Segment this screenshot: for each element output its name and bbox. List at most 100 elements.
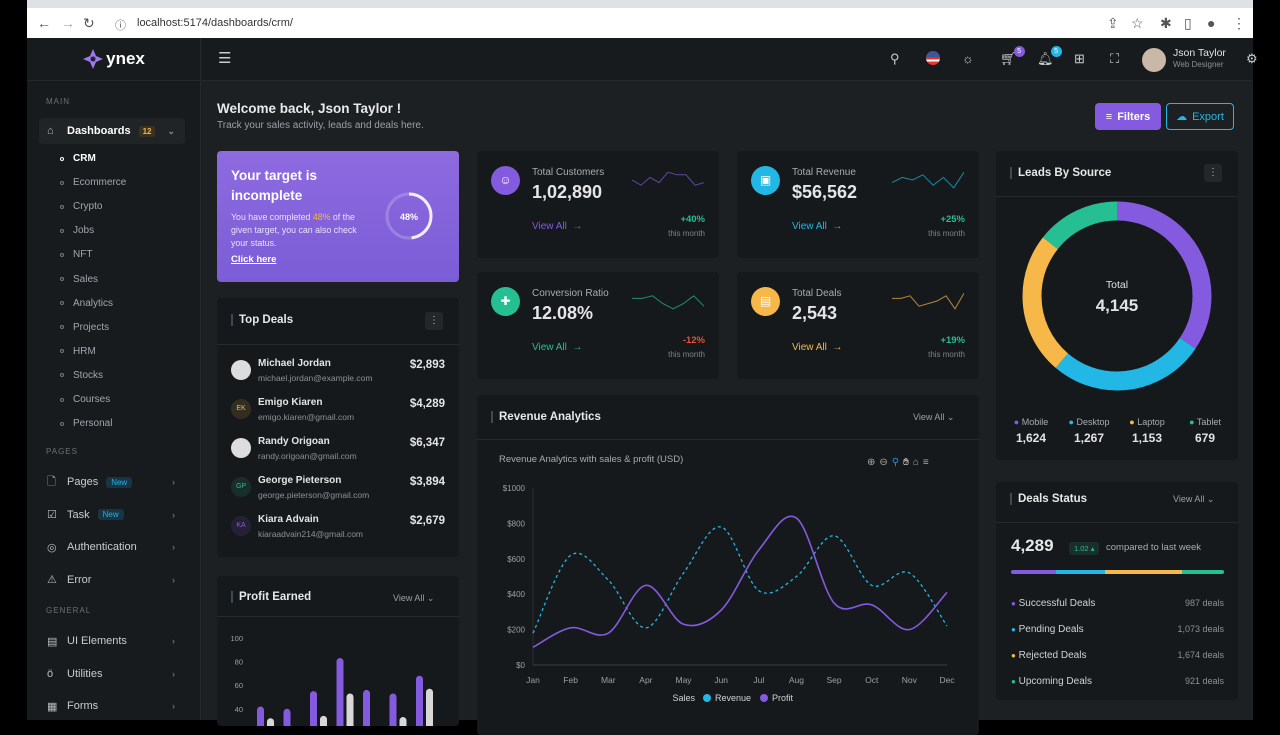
chevron-right-icon: › (172, 701, 175, 711)
stat-period: this month (668, 229, 705, 238)
revenue-view-all-dropdown[interactable]: View All ⌄ (913, 412, 955, 422)
sidebar-subitem-analytics[interactable]: Analytics (60, 298, 113, 309)
chart-menu-icon[interactable]: ≡ (922, 457, 933, 468)
view-all-link[interactable]: View All → (532, 221, 583, 232)
view-all-link[interactable]: View All → (792, 342, 843, 353)
stat-label: Total Customers (532, 167, 605, 178)
stat-change: +19% (940, 335, 965, 346)
pan-hand-icon[interactable]: ✋︎ (903, 457, 913, 468)
bullet-icon (60, 325, 64, 330)
sidebar-subitem-crypto[interactable]: Crypto (60, 201, 102, 212)
sidebar-subitem-nft[interactable]: NFT (60, 249, 92, 260)
stat-change: -12% (682, 335, 705, 346)
deals-view-all-dropdown[interactable]: View All ⌄ (1173, 494, 1215, 504)
sidebar-subitem-ecommerce[interactable]: Ecommerce (60, 177, 126, 188)
zoom-out-icon[interactable]: ⊖ (879, 457, 892, 468)
us-flag-icon[interactable] (926, 51, 940, 65)
sidebar-item-ui-elements[interactable]: ▤ UI Elements › (47, 635, 175, 648)
deal-row[interactable]: GP George Pieterson george.pieterson@gmail… (231, 475, 445, 511)
chevron-right-icon: › (172, 542, 175, 552)
sidebar-item-error[interactable]: ⚠ Error › (47, 573, 175, 587)
click-here-link[interactable]: Click here (231, 254, 277, 265)
deal-row[interactable]: EK Emigo Kiaren emigo.kiaren@gmail.com $4,2… (231, 397, 445, 433)
zoom-select-icon[interactable]: ⚲ (891, 457, 904, 468)
settings-gear-icon[interactable]: ⚙ (1246, 51, 1258, 66)
sidebar-subitem-jobs[interactable]: Jobs (60, 225, 94, 236)
zoom-in-icon[interactable]: ⊕ (867, 457, 880, 468)
file-icon: 🗋 (47, 475, 56, 488)
reload-icon[interactable]: ↻ (83, 15, 95, 31)
legend-item-desktop: ● Desktop 1,267 (1068, 417, 1110, 445)
bullet-icon (60, 277, 64, 281)
task-icon: ☑ (47, 509, 57, 521)
revenue-line-chart: $0 $200 $400 $600 $800 $1000 Jan Feb Mar Apr May Ju… (503, 484, 956, 703)
bullet-icon (60, 421, 64, 426)
deal-amount: $3,894 (409, 476, 445, 488)
star-icon[interactable]: ☆ (1131, 15, 1144, 31)
deal-row[interactable]: KA Kiara Advain kiaraadvain214@gmail.com $2… (231, 514, 445, 550)
deals-progress-bar (1011, 570, 1224, 574)
profit-bar (310, 691, 317, 726)
sidebar-item-task[interactable]: ☑ Task New › (47, 508, 175, 522)
address-bar[interactable]: localhost:5174/dashboards/crm/ (137, 17, 293, 29)
stat-card-total-revenue: ▣ Total Revenue $56,562 View All → +25% … (737, 151, 979, 258)
filters-button[interactable]: ≡ Filters (1095, 103, 1161, 130)
deal-row[interactable]: Michael Jordan michael.jordan@example.com… (231, 358, 445, 394)
sidebar-subitem-crm[interactable]: CRM (60, 153, 96, 164)
fullscreen-icon[interactable]: ⛶ (1110, 51, 1120, 66)
stat-label: Total Deals (792, 288, 842, 299)
menu-icon[interactable]: ⋮ (1232, 15, 1246, 31)
view-all-link[interactable]: View All → (792, 221, 843, 232)
sidebar-subitem-stocks[interactable]: Stocks (60, 370, 103, 381)
wallet-icon: ▣ (751, 166, 780, 195)
profile-icon[interactable]: ● (1207, 15, 1216, 31)
sidebar-subitem-personal[interactable]: Personal (60, 418, 112, 429)
x-tick-label: Nov (902, 675, 918, 685)
sidebar-item-authentication[interactable]: ◎ Authentication › (47, 541, 175, 554)
forward-icon[interactable]: → (61, 15, 75, 31)
sidepanel-icon[interactable]: ▯ (1184, 15, 1192, 31)
deals-bar-segment (1011, 570, 1057, 574)
page-subtitle: Track your sales activity, leads and dea… (217, 120, 424, 131)
sidebar-subitem-courses[interactable]: Courses (60, 394, 110, 405)
bell-icon[interactable]: 🔔︎ 5 (1037, 46, 1062, 67)
view-all-link[interactable]: View All → (532, 342, 583, 353)
deals-total: 4,289 (1011, 536, 1054, 555)
logo[interactable]: ynex (27, 38, 201, 81)
export-button[interactable]: ☁ Export (1166, 103, 1234, 130)
card-title: Top Deals (231, 314, 293, 326)
theme-toggle-icon[interactable]: ☼ (962, 51, 974, 66)
deal-amount: $4,289 (409, 398, 445, 410)
profit-bar (267, 718, 274, 726)
sidebar-subitem-projects[interactable]: Projects (60, 322, 109, 333)
search-icon[interactable]: ⚲ (890, 51, 900, 66)
extensions-icon[interactable]: ✱ (1160, 15, 1172, 31)
info-icon[interactable]: ⓘ (115, 20, 126, 32)
y-tick-label: 80 (235, 658, 243, 667)
deal-row[interactable]: Randy Origoan randy.origoan@gmail.com $6,3… (231, 436, 445, 472)
sidebar-item-forms[interactable]: ▦ Forms › (47, 700, 175, 713)
chart-toolbar: ⊕⊖⚲✋︎⌂≡ (867, 457, 933, 468)
legend-revenue: Revenue (715, 693, 751, 703)
sidebar-item-pages[interactable]: 🗋 Pages New › (39, 469, 185, 495)
browser-tab-strip (27, 0, 1253, 8)
sidebar-subitem-hrm[interactable]: HRM (60, 346, 96, 357)
chevron-right-icon: › (172, 668, 175, 679)
sidebar-subitem-sales[interactable]: Sales (60, 274, 98, 285)
reset-home-icon[interactable]: ⌂ (912, 457, 923, 468)
apps-grid-icon[interactable]: ⊞ (1074, 51, 1085, 66)
share-icon[interactable]: ⇪ (1107, 15, 1119, 31)
more-options-icon[interactable]: ⋮ (1204, 164, 1222, 182)
legend-dot-icon: ● (1129, 417, 1135, 427)
more-options-icon[interactable]: ⋮ (425, 312, 443, 330)
profit-view-all-dropdown[interactable]: View All ⌄ (393, 593, 435, 603)
back-icon[interactable]: ← (37, 15, 51, 31)
series-revenue-line (532, 526, 948, 634)
donut-total-label: Total (1105, 279, 1129, 291)
hamburger-menu-icon[interactable]: ☰ (218, 50, 232, 67)
user-name[interactable]: Json Taylor (1173, 47, 1226, 59)
sidebar-item-dashboards[interactable]: ⌂ Dashboards 12 ⌄ (39, 118, 185, 144)
avatar[interactable] (1142, 48, 1166, 72)
cart-icon[interactable]: 🛒︎ 5 (1000, 46, 1025, 67)
sidebar-item-utilities[interactable]: ö Utilities › (47, 667, 175, 680)
